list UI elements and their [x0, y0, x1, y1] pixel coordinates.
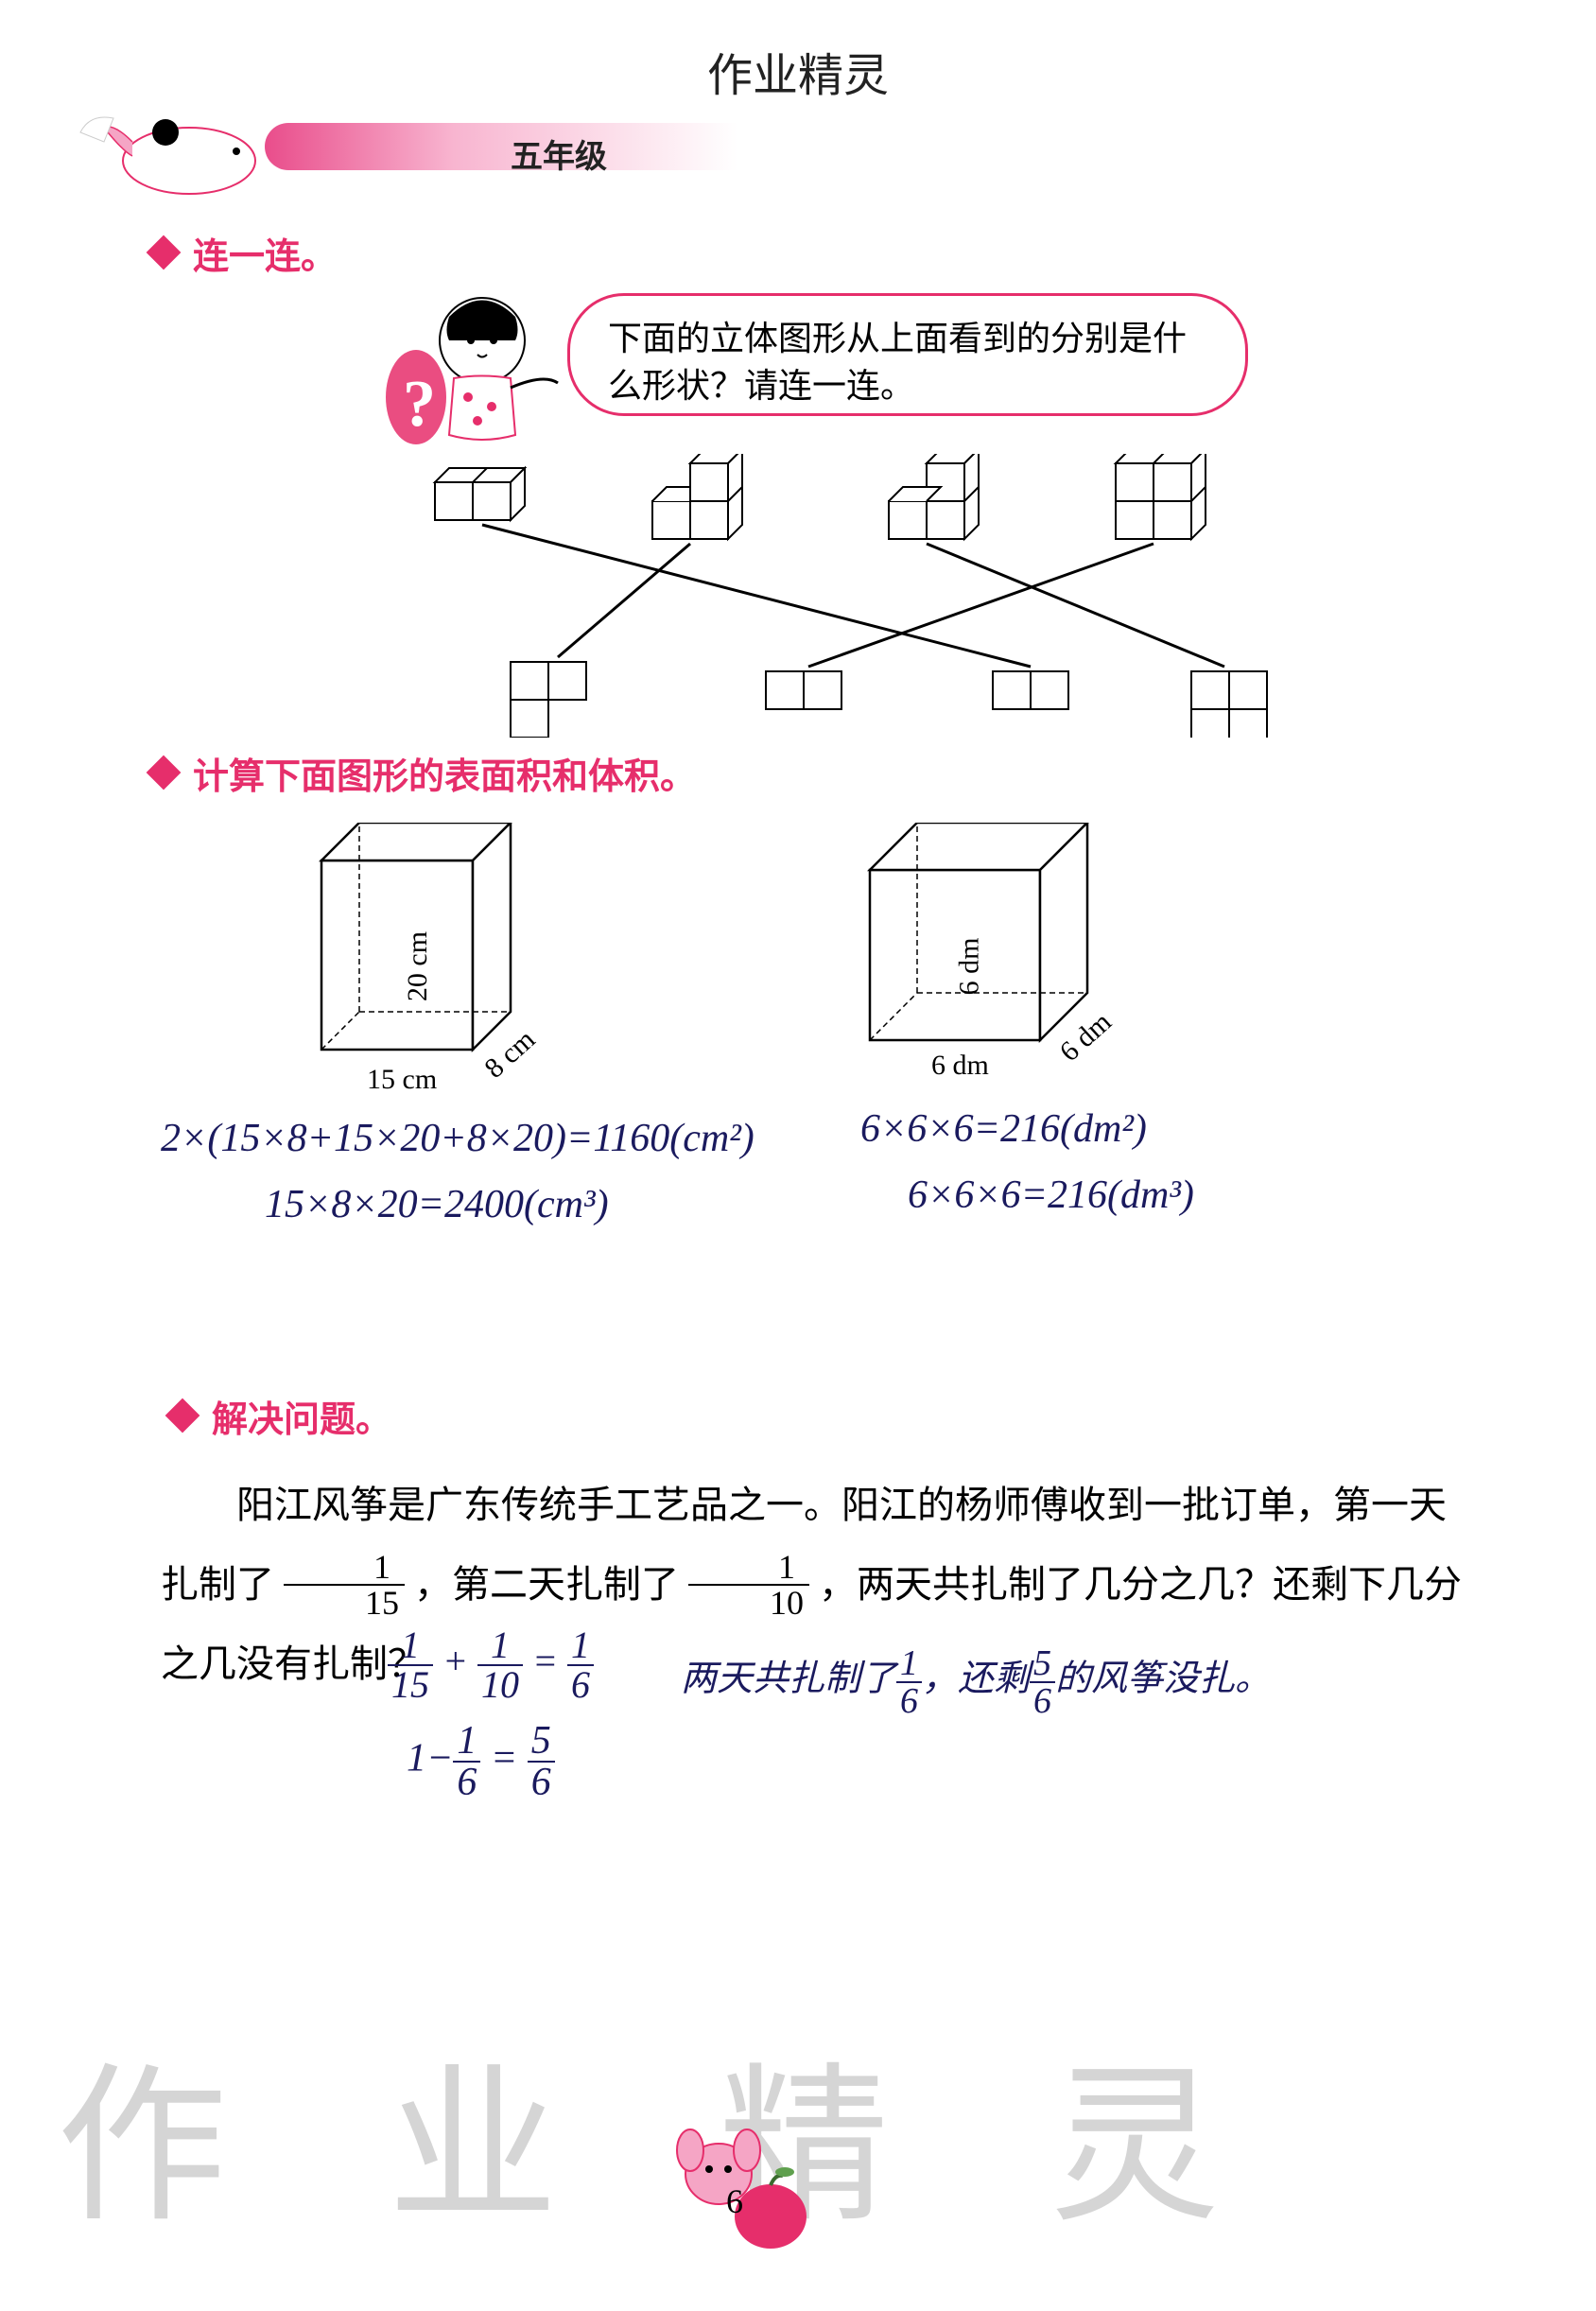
problem-p2: ，第二天扎制了	[414, 1563, 688, 1606]
diamond-icon	[147, 756, 182, 791]
svg-text:?: ?	[403, 368, 436, 441]
section-heading-match: 连一连。	[151, 227, 337, 279]
cuboid-diagram: 15 cm 8 cm 20 cm	[303, 823, 567, 1083]
dim-side1: 6 dm	[931, 1050, 989, 1082]
page-number-decoration-icon	[662, 2108, 832, 2264]
diamond-icon	[165, 1399, 200, 1434]
answer-cube-volume: 6×6×6=216(dm³)	[908, 1173, 1194, 1218]
fraction-1-15: 115	[284, 1550, 405, 1620]
header-banner: 五年级	[76, 113, 737, 189]
grade-label: 五年级	[265, 123, 737, 170]
diamond-icon	[147, 235, 182, 270]
fraction-1-10: 110	[688, 1550, 809, 1620]
dim-side3: 6 dm	[953, 938, 985, 996]
calc-area: 15 cm 8 cm 20 cm 6 dm 6 dm 6 dm 2×(15×8+…	[189, 823, 1418, 1324]
heading-text: 计算下面图形的表面积和体积。	[193, 757, 696, 797]
section-heading-calc: 计算下面图形的表面积和体积。	[151, 747, 696, 799]
section-heading-problem: 解决问题。	[170, 1390, 391, 1442]
answer-cuboid-volume: 15×8×20=2400(cm³)	[265, 1182, 609, 1227]
answer-cube-surface: 6×6×6=216(dm²)	[860, 1106, 1147, 1152]
dim-height: 20 cm	[402, 931, 434, 1001]
matching-area	[378, 454, 1324, 738]
cube-diagram: 6 dm 6 dm 6 dm	[851, 823, 1116, 1083]
page-title: 作业精灵	[707, 38, 889, 104]
answer-line2: 1−16 = 56	[407, 1721, 555, 1802]
answer-cuboid-surface: 2×(15×8+15×20+8×20)=1160(cm²)	[161, 1116, 755, 1161]
dim-length: 15 cm	[367, 1064, 437, 1096]
heading-text: 连一连。	[193, 237, 337, 277]
girl-character-icon: ?	[359, 284, 577, 473]
bird-decoration-icon	[76, 104, 265, 199]
answer-line1: 115 + 110 = 16	[388, 1626, 594, 1704]
page-number: 6	[726, 2181, 743, 2221]
speech-bubble: 下面的立体图形从上面看到的分别是什么形状？请连一连。	[567, 293, 1248, 416]
heading-text: 解决问题。	[212, 1400, 391, 1440]
answer-comment: 两天共扎制了16，还剩56的风筝没扎。	[681, 1645, 1271, 1719]
